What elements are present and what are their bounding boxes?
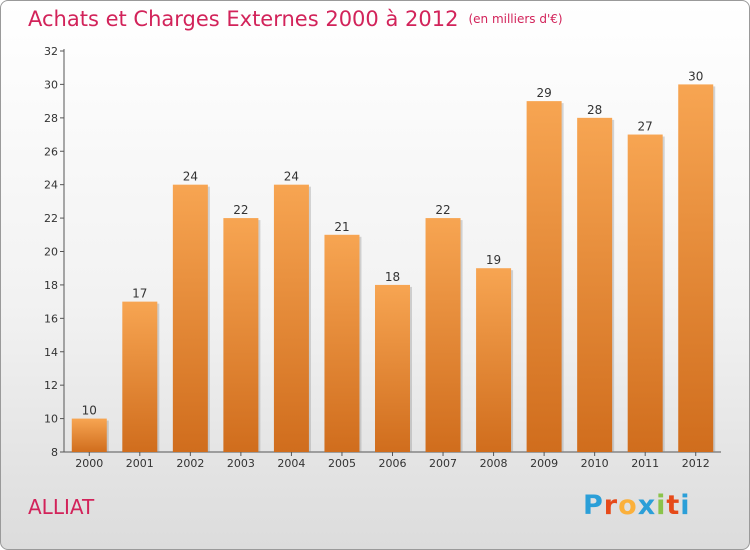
bar: [526, 101, 562, 452]
data-label: 28: [587, 103, 602, 117]
x-tick-label: 2006: [379, 457, 407, 470]
x-tick-label: 2009: [530, 457, 558, 470]
proxiti-logo: Proxiti: [583, 490, 691, 521]
x-tick-label: 2002: [176, 457, 204, 470]
x-tick-label: 2005: [328, 457, 356, 470]
bar: [71, 418, 107, 452]
logo-letter: P: [583, 490, 604, 521]
y-tick-label: 10: [44, 413, 58, 426]
bar: [324, 234, 360, 452]
x-tick-label: 2011: [631, 457, 659, 470]
bar: [476, 268, 512, 452]
y-tick-label: 20: [44, 246, 58, 259]
data-label: 27: [638, 120, 653, 134]
y-tick-label: 26: [44, 145, 58, 158]
y-tick-label: 32: [44, 45, 58, 58]
logo-letter: i: [656, 490, 667, 521]
bar: [577, 117, 613, 452]
y-tick-label: 16: [44, 312, 58, 325]
bar: [375, 284, 410, 452]
x-tick-label: 2012: [682, 457, 710, 470]
x-tick-label: 2010: [581, 457, 609, 470]
logo-letter: i: [680, 490, 691, 521]
x-tick-label: 2004: [277, 457, 305, 470]
bar: [273, 184, 309, 452]
data-label: 22: [435, 203, 450, 217]
x-tick-label: 2003: [227, 457, 255, 470]
data-label: 29: [536, 86, 551, 100]
logo-letter: x: [637, 490, 657, 521]
data-label: 18: [385, 270, 400, 284]
data-label: 24: [284, 170, 299, 184]
y-tick-label: 8: [51, 446, 58, 459]
chart-title-text: Achats et Charges Externes 2000 à 2012: [28, 7, 459, 31]
y-tick-label: 30: [44, 78, 58, 91]
bar: [223, 218, 259, 452]
data-label: 19: [486, 253, 501, 267]
data-label: 10: [82, 404, 97, 418]
x-tick-label: 2000: [75, 457, 103, 470]
bar: [122, 301, 158, 452]
y-tick-label: 22: [44, 212, 58, 225]
data-label: 21: [334, 220, 349, 234]
bar: [627, 134, 663, 452]
y-tick-label: 14: [44, 346, 58, 359]
y-tick-label: 28: [44, 112, 58, 125]
data-label: 24: [183, 170, 198, 184]
y-tick-label: 18: [44, 279, 58, 292]
chart-unit: (en milliers d'€): [468, 12, 563, 26]
logo-letter: t: [666, 490, 681, 521]
y-tick-label: 24: [44, 179, 58, 192]
x-tick-label: 2008: [480, 457, 508, 470]
bar: [425, 218, 461, 452]
y-tick-label: 12: [44, 379, 58, 392]
data-label: 30: [688, 69, 703, 83]
logo-letter: o: [618, 490, 638, 521]
x-tick-label: 2007: [429, 457, 457, 470]
logo-letter: r: [603, 490, 619, 521]
data-label: 17: [132, 287, 147, 301]
bar: [172, 184, 208, 452]
chart-title: Achats et Charges Externes 2000 à 2012 (e…: [28, 7, 563, 31]
bar: [678, 84, 714, 453]
data-label: 22: [233, 203, 248, 217]
x-tick-label: 2001: [126, 457, 154, 470]
commune-name: ALLIAT: [28, 495, 95, 519]
